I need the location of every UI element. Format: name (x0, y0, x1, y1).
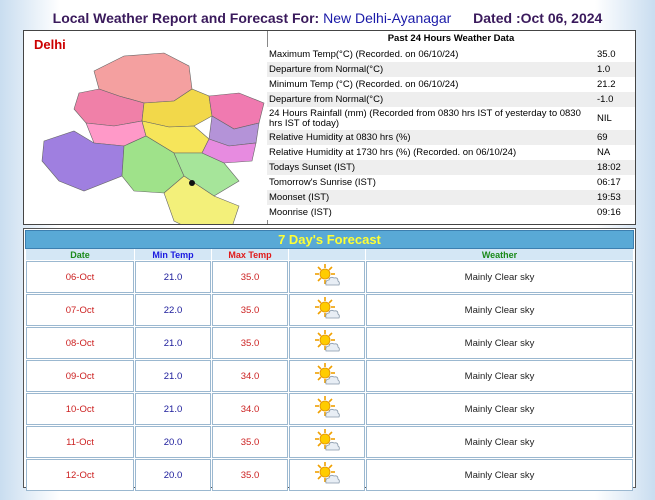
table-row: Moonrise (IST) 09:16 (267, 205, 635, 220)
row-value: 18:02 (593, 160, 635, 175)
table-row: Departure from Normal(°C) -1.0 (267, 92, 635, 107)
table-row: 24 Hours Rainfall (mm) (Recorded from 08… (267, 107, 635, 130)
table-row: Relative Humidity at 0830 hrs (%) 69 (267, 130, 635, 145)
sun-cloud-icon (289, 459, 365, 491)
table-row: Departure from Normal(°C) 1.0 (267, 62, 635, 77)
forecast-date: 08-Oct (26, 327, 134, 359)
forecast-date: 07-Oct (26, 294, 134, 326)
col-icon (289, 249, 365, 260)
forecast-weather: Mainly Clear sky (366, 393, 633, 425)
past-24h-panel: Past 24 Hours Weather Data Maximum Temp(… (267, 31, 635, 224)
row-value: 21.2 (593, 77, 635, 92)
forecast-weather: Mainly Clear sky (366, 327, 633, 359)
forecast-date: 09-Oct (26, 360, 134, 392)
row-label: Moonset (IST) (267, 190, 593, 205)
forecast-table: Date Min Temp Max Temp Weather 06-Oct 21.… (25, 248, 634, 492)
forecast-min-temp: 21.0 (135, 261, 211, 293)
forecast-row: 10-Oct 21.0 34.0 Mainly Clear sky (26, 393, 633, 425)
past-24h-table: Maximum Temp(°C) (Recorded. on 06/10/24)… (267, 47, 635, 220)
sun-cloud-icon (289, 294, 365, 326)
row-label: Minimum Temp (°C) (Recorded. on 06/10/24… (267, 77, 593, 92)
row-value: 35.0 (593, 47, 635, 62)
row-label: Maximum Temp(°C) (Recorded. on 06/10/24) (267, 47, 593, 62)
report-header: Local Weather Report and Forecast For: N… (0, 10, 655, 26)
row-label: Moonrise (IST) (267, 205, 593, 220)
table-row: Moonset (IST) 19:53 (267, 190, 635, 205)
forecast-min-temp: 21.0 (135, 393, 211, 425)
row-label: Departure from Normal(°C) (267, 92, 593, 107)
forecast-date: 12-Oct (26, 459, 134, 491)
forecast-max-temp: 35.0 (212, 327, 288, 359)
row-value: NA (593, 145, 635, 160)
col-date: Date (26, 249, 134, 260)
forecast-min-temp: 20.0 (135, 459, 211, 491)
col-min-temp: Min Temp (135, 249, 211, 260)
row-value: 69 (593, 130, 635, 145)
table-row: Tomorrow's Sunrise (IST) 06:17 (267, 175, 635, 190)
row-value: NIL (593, 107, 635, 130)
header-prefix: Local Weather Report and Forecast For: (52, 10, 320, 26)
table-row: Relative Humidity at 1730 hrs (%) (Recor… (267, 145, 635, 160)
forecast-min-temp: 22.0 (135, 294, 211, 326)
row-label: Relative Humidity at 0830 hrs (%) (267, 130, 593, 145)
row-value: 06:17 (593, 175, 635, 190)
forecast-panel: 7 Day's Forecast Date Min Temp Max Temp … (23, 228, 636, 491)
table-row: Minimum Temp (°C) (Recorded. on 06/10/24… (267, 77, 635, 92)
forecast-min-temp: 20.0 (135, 426, 211, 458)
sun-cloud-icon (289, 327, 365, 359)
forecast-weather: Mainly Clear sky (366, 294, 633, 326)
row-value: -1.0 (593, 92, 635, 107)
forecast-title: 7 Day's Forecast (25, 230, 634, 249)
sun-cloud-icon (289, 426, 365, 458)
sun-cloud-icon (289, 393, 365, 425)
col-weather: Weather (366, 249, 633, 260)
top-panel: Delhi Past 24 Hours Weather Data Maximum… (23, 30, 636, 225)
row-label: Departure from Normal(°C) (267, 62, 593, 77)
forecast-weather: Mainly Clear sky (366, 360, 633, 392)
forecast-min-temp: 21.0 (135, 327, 211, 359)
row-value: 1.0 (593, 62, 635, 77)
row-value: 09:16 (593, 205, 635, 220)
forecast-date: 11-Oct (26, 426, 134, 458)
forecast-row: 07-Oct 22.0 35.0 Mainly Clear sky (26, 294, 633, 326)
forecast-max-temp: 35.0 (212, 459, 288, 491)
forecast-weather: Mainly Clear sky (366, 459, 633, 491)
forecast-weather: Mainly Clear sky (366, 426, 633, 458)
forecast-max-temp: 35.0 (212, 426, 288, 458)
row-label: Tomorrow's Sunrise (IST) (267, 175, 593, 190)
forecast-row: 09-Oct 21.0 34.0 Mainly Clear sky (26, 360, 633, 392)
map-title: Delhi (34, 37, 66, 52)
forecast-row: 12-Oct 20.0 35.0 Mainly Clear sky (26, 459, 633, 491)
col-max-temp: Max Temp (212, 249, 288, 260)
forecast-weather: Mainly Clear sky (366, 261, 633, 293)
row-label: Relative Humidity at 1730 hrs (%) (Recor… (267, 145, 593, 160)
sun-cloud-icon (289, 261, 365, 293)
table-row: Todays Sunset (IST) 18:02 (267, 160, 635, 175)
delhi-map-graphic (41, 52, 265, 224)
row-label: Todays Sunset (IST) (267, 160, 593, 175)
table-row: Maximum Temp(°C) (Recorded. on 06/10/24)… (267, 47, 635, 62)
past-24h-title: Past 24 Hours Weather Data (387, 33, 515, 44)
delhi-map[interactable]: Delhi (24, 31, 268, 224)
forecast-max-temp: 34.0 (212, 393, 288, 425)
forecast-max-temp: 35.0 (212, 294, 288, 326)
forecast-row: 08-Oct 21.0 35.0 Mainly Clear sky (26, 327, 633, 359)
row-value: 19:53 (593, 190, 635, 205)
forecast-date: 06-Oct (26, 261, 134, 293)
forecast-row: 11-Oct 20.0 35.0 Mainly Clear sky (26, 426, 633, 458)
forecast-date: 10-Oct (26, 393, 134, 425)
report-date: Dated :Oct 06, 2024 (473, 10, 603, 26)
forecast-header-row: Date Min Temp Max Temp Weather (26, 249, 633, 260)
row-label: 24 Hours Rainfall (mm) (Recorded from 08… (267, 107, 593, 130)
forecast-max-temp: 34.0 (212, 360, 288, 392)
sun-cloud-icon (289, 360, 365, 392)
forecast-min-temp: 21.0 (135, 360, 211, 392)
forecast-max-temp: 35.0 (212, 261, 288, 293)
station-name: New Delhi-Ayanagar (323, 10, 452, 26)
forecast-row: 06-Oct 21.0 35.0 Mainly Clear sky (26, 261, 633, 293)
